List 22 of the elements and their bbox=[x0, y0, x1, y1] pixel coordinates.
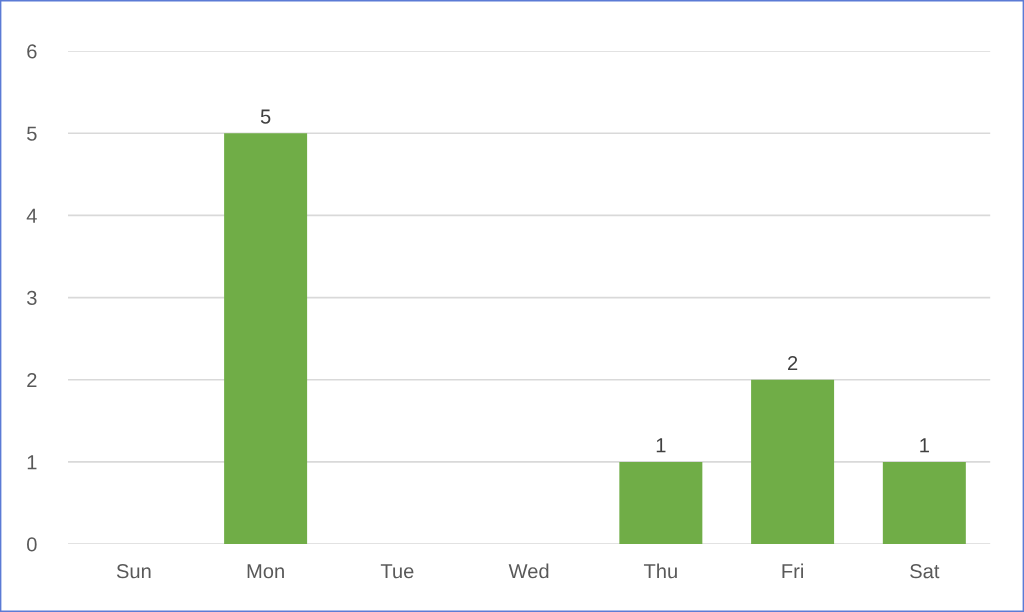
x-tick-label: Fri bbox=[782, 563, 803, 579]
x-tick-label: Sat bbox=[910, 564, 940, 579]
y-tick-label: 3 bbox=[27, 290, 37, 306]
data-label: 5 bbox=[260, 109, 271, 124]
data-label: 1 bbox=[920, 438, 929, 453]
bar bbox=[751, 379, 835, 545]
x-tick-label: Tue bbox=[380, 564, 414, 579]
bar bbox=[882, 461, 966, 545]
bar bbox=[619, 461, 703, 545]
x-tick-label: Wed bbox=[508, 563, 549, 579]
y-tick-label: 6 bbox=[27, 44, 37, 59]
x-tick-label: Thu bbox=[643, 563, 677, 579]
bar bbox=[224, 133, 308, 545]
x-tick-label: Mon bbox=[247, 564, 284, 579]
y-tick-label: 4 bbox=[26, 208, 37, 223]
data-label: 1 bbox=[656, 438, 666, 453]
y-tick-label: 2 bbox=[27, 372, 37, 388]
y-tick-label: 0 bbox=[27, 537, 37, 552]
y-tick-label: 5 bbox=[27, 126, 37, 141]
x-tick-label: Sun bbox=[116, 564, 151, 579]
data-label: 2 bbox=[788, 355, 798, 370]
y-tick-label: 1 bbox=[27, 455, 37, 470]
